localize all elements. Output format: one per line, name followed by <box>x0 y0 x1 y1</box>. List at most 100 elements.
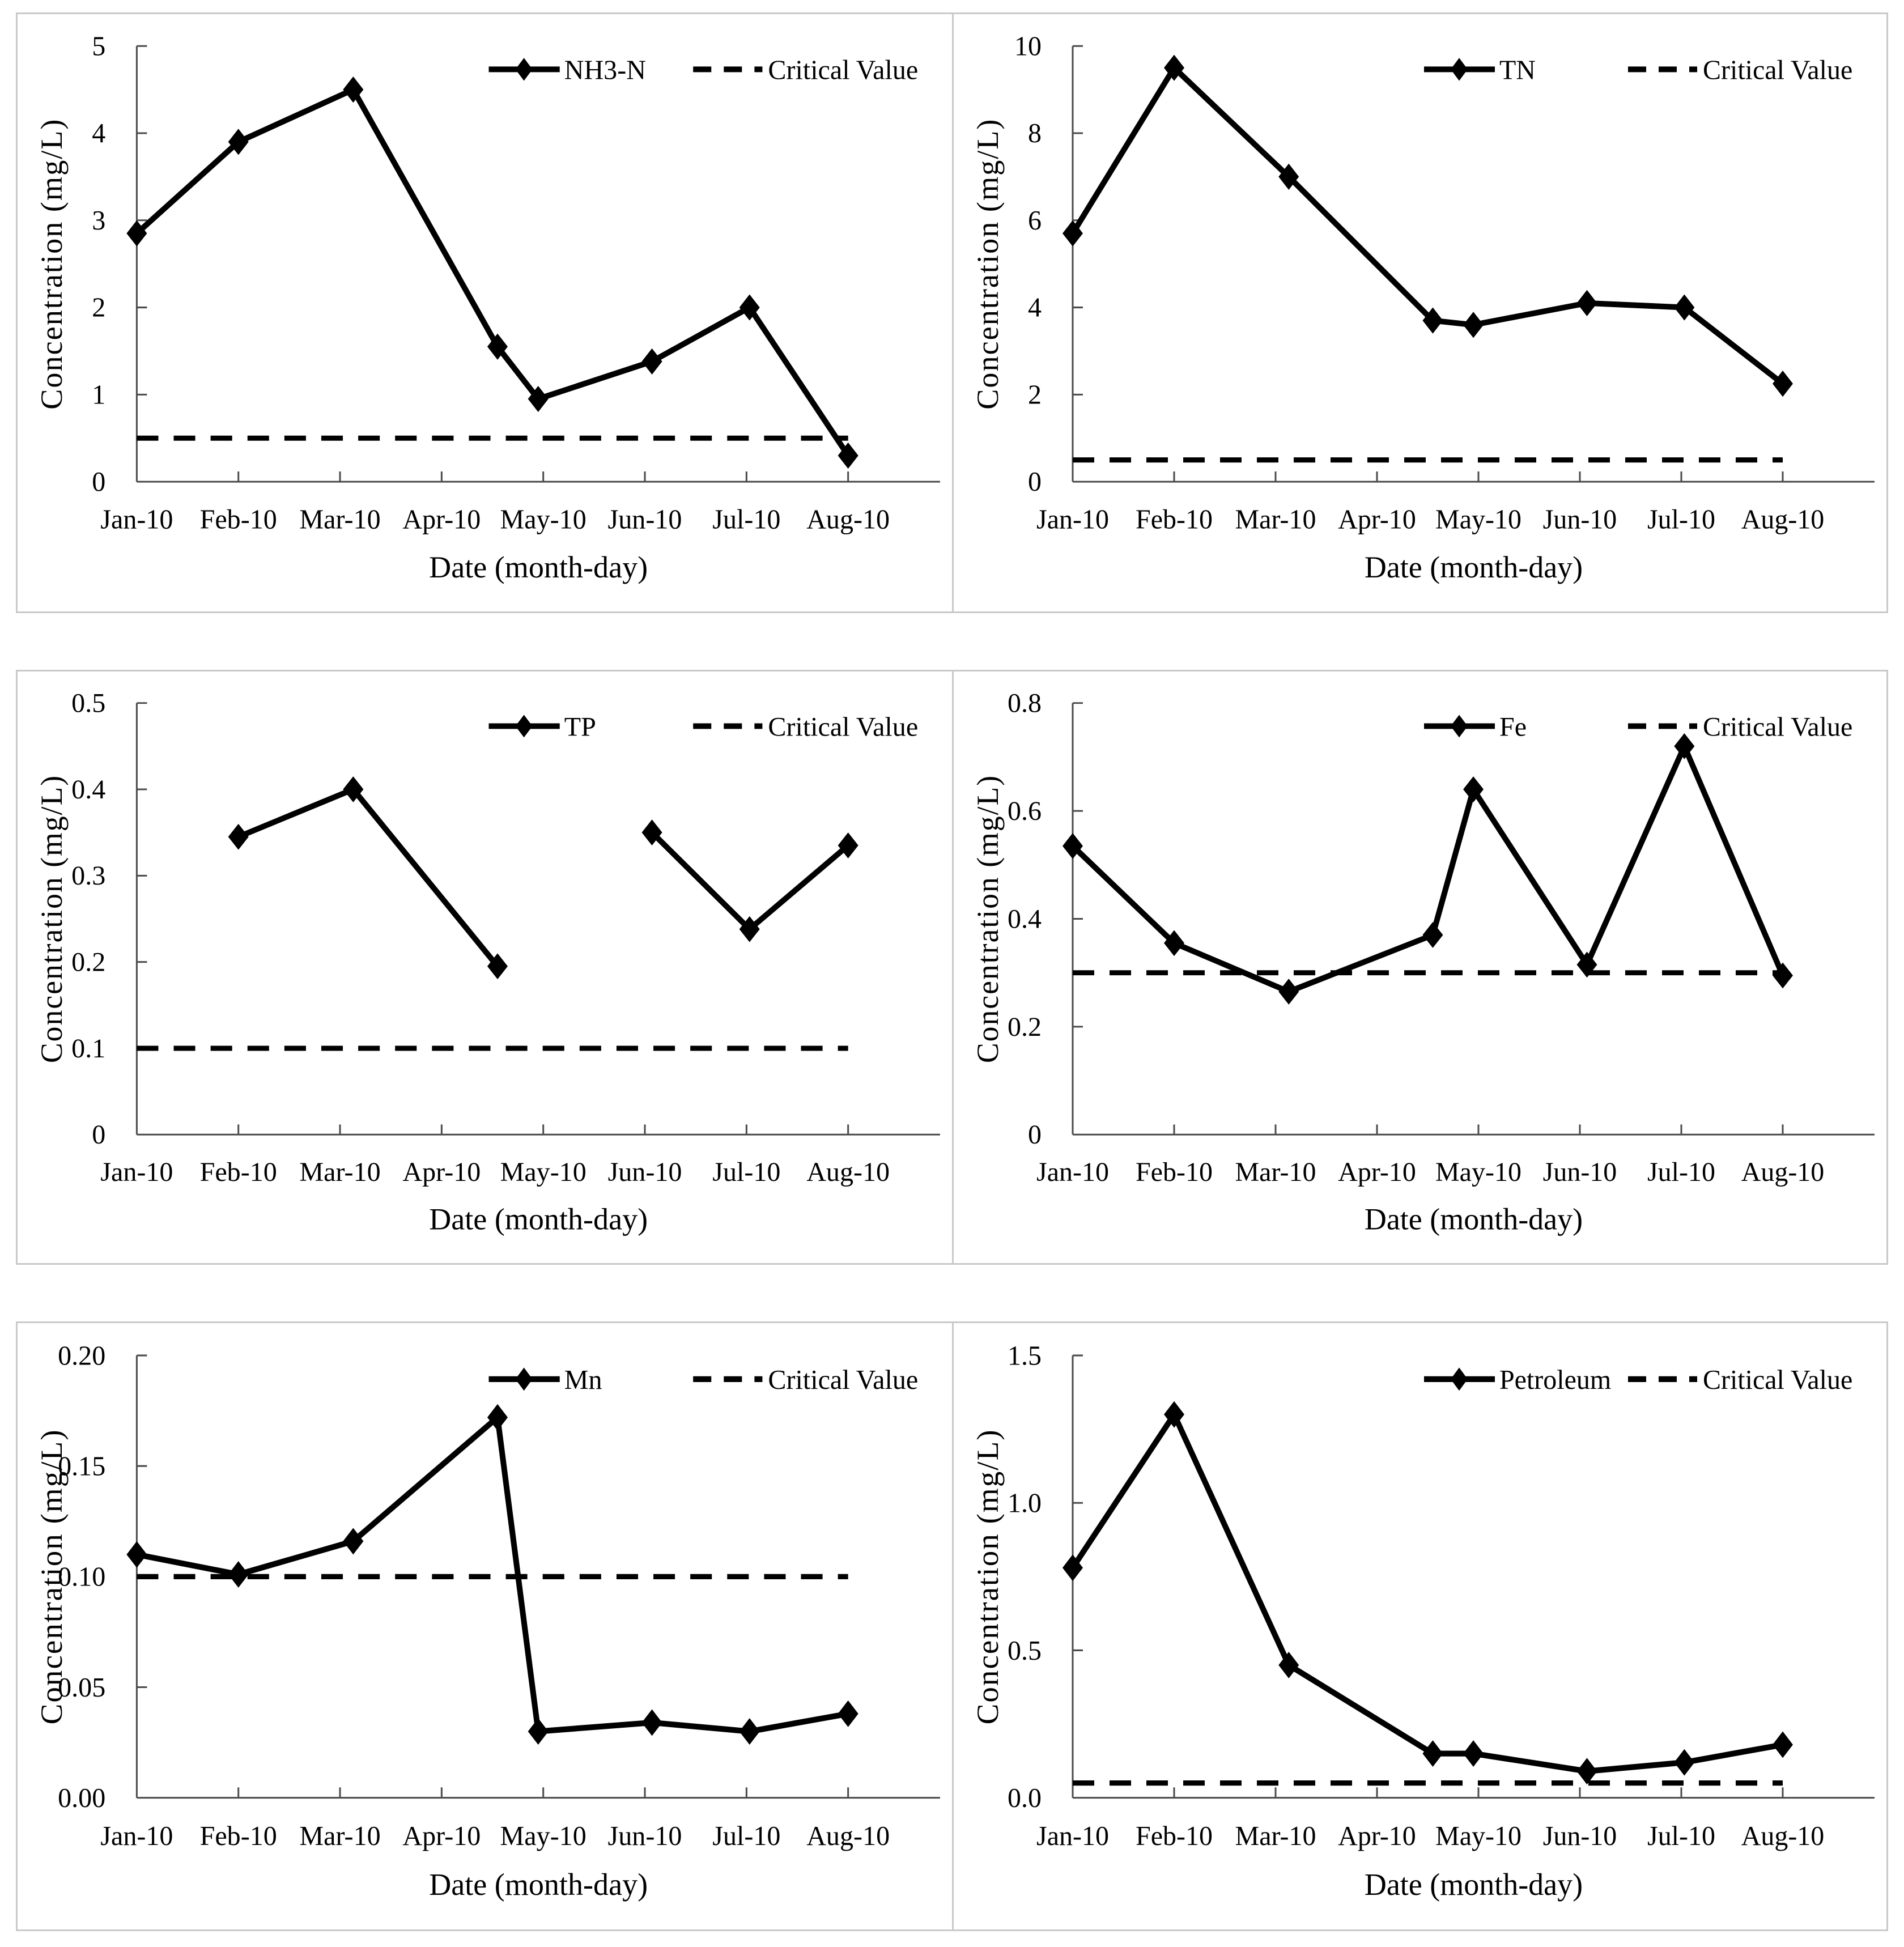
data-point-marker <box>1674 733 1695 759</box>
data-point-marker <box>1422 1740 1443 1767</box>
y-tick-label: 5 <box>92 31 105 61</box>
x-tick-label: Apr-10 <box>1338 1157 1416 1187</box>
data-point-marker <box>126 220 147 246</box>
y-tick-label: 0 <box>92 1120 105 1150</box>
x-axis-title: Date (month-day) <box>1365 1867 1583 1902</box>
x-tick-label: Apr-10 <box>402 1821 481 1851</box>
legend-series-label: TP <box>564 712 596 742</box>
data-point-marker <box>343 776 364 802</box>
data-point-marker <box>528 385 549 413</box>
x-tick-label: Jun-10 <box>608 1157 682 1187</box>
x-tick-label: Aug-10 <box>806 1821 890 1851</box>
y-tick-label: 0 <box>1028 1120 1042 1150</box>
x-tick-label: Apr-10 <box>402 504 481 534</box>
data-point-marker <box>487 953 508 980</box>
data-point-marker <box>641 1709 662 1736</box>
y-tick-label: 0 <box>1028 467 1042 497</box>
x-tick-label: Feb-10 <box>200 1821 277 1851</box>
chart-tp: 0 0.1 0.2 0.3 0.4 0.5 Jan-10 Feb-10 Mar-10 Apr-10… <box>35 688 940 1236</box>
y-tick-label: 0.05 <box>58 1672 105 1702</box>
data-point-marker <box>1674 294 1695 321</box>
data-point-marker <box>641 819 662 846</box>
data-point-marker <box>126 1541 147 1568</box>
y-axis-title: Concentration (mg/L) <box>971 775 1005 1063</box>
chart-panel-fe: 0 0.2 0.4 0.6 0.8 Jan-10 Feb-10 Mar-10 Apr-10 May… <box>952 670 1888 1265</box>
chart-nh3n: 0 1 2 3 4 5 Jan-10 Feb-10 Mar-10 Apr-10 May-10 Jun-… <box>35 31 940 584</box>
data-point-marker <box>1164 930 1184 957</box>
x-tick-label: Jan-10 <box>100 1821 173 1851</box>
legend-series-marker <box>515 715 533 738</box>
legend-series-label: TN <box>1499 55 1536 85</box>
legend-critical-label: Critical Value <box>768 1365 918 1395</box>
chart-mn: 0.00 0.05 0.10 0.15 0.20 Jan-10 Feb-10 Mar-10 Ap… <box>35 1341 940 1902</box>
data-point-marker <box>228 823 249 850</box>
chart-petroleum: 0.0 0.5 1.0 1.5 Jan-10 Feb-10 Mar-10 Apr-10 May-… <box>970 1341 1875 1902</box>
data-point-marker <box>1463 776 1484 802</box>
x-tick-label: Mar-10 <box>299 1157 380 1187</box>
chart-tn: 0 2 4 6 8 10 Jan-10 Feb-10 Mar-10 Apr-10 May-10 Jun… <box>971 31 1875 584</box>
data-point-marker <box>1164 54 1184 81</box>
data-point-marker <box>1278 163 1299 190</box>
data-point-marker <box>1062 220 1083 246</box>
x-tick-label: May-10 <box>500 504 586 534</box>
legend-series-label: NH3-N <box>564 55 646 85</box>
data-point-marker <box>487 1404 508 1431</box>
data-point-marker <box>838 442 858 469</box>
x-tick-label: May-10 <box>1435 1821 1522 1851</box>
x-tick-label: Aug-10 <box>1741 504 1825 534</box>
y-tick-label: 0.8 <box>1008 688 1042 719</box>
x-tick-label: Jun-10 <box>1543 504 1617 534</box>
chart-panel-mn: 0.00 0.05 0.10 0.15 0.20 Jan-10 Feb-10 Mar-10 Ap… <box>16 1321 952 1931</box>
data-point-marker <box>487 333 508 360</box>
legend-critical-label: Critical Value <box>1703 712 1852 742</box>
x-tick-label: Jan-10 <box>1036 1157 1109 1187</box>
x-tick-label: Aug-10 <box>806 504 890 534</box>
y-tick-label: 0.1 <box>71 1034 105 1064</box>
legend-series-label: Fe <box>1499 712 1527 742</box>
chart-fe: 0 0.2 0.4 0.6 0.8 Jan-10 Feb-10 Mar-10 Apr-10 May… <box>971 688 1875 1236</box>
data-point-marker <box>838 1700 858 1727</box>
y-tick-label: 8 <box>1028 118 1042 148</box>
series-line <box>237 785 500 968</box>
legend-series-marker <box>515 58 533 81</box>
x-tick-label: Apr-10 <box>1338 504 1416 534</box>
x-tick-label: Apr-10 <box>402 1157 481 1187</box>
data-point-marker <box>1576 951 1597 978</box>
y-axis-title: Concentration (mg/L) <box>35 118 69 410</box>
x-tick-label: Mar-10 <box>299 1821 380 1851</box>
data-point-marker <box>838 832 858 858</box>
x-tick-label: Feb-10 <box>200 504 277 534</box>
y-tick-label: 0.20 <box>58 1341 105 1371</box>
y-tick-label: 1 <box>92 380 105 410</box>
series-line <box>1070 1408 1783 1774</box>
y-tick-label: 0.4 <box>1008 904 1042 934</box>
x-tick-label: May-10 <box>1435 1157 1522 1187</box>
legend-series-label: Petroleum <box>1499 1365 1611 1395</box>
data-point-marker <box>343 76 364 103</box>
data-point-marker <box>1463 1740 1484 1767</box>
x-tick-label: Jul-10 <box>712 504 780 534</box>
y-tick-label: 4 <box>1028 293 1042 323</box>
x-tick-label: Jun-10 <box>608 1821 682 1851</box>
x-tick-label: Apr-10 <box>1338 1821 1416 1851</box>
x-tick-label: Mar-10 <box>1235 504 1316 534</box>
legend-series-marker <box>1451 58 1468 81</box>
legend-critical-label: Critical Value <box>1703 55 1852 85</box>
x-tick-label: Mar-10 <box>1235 1821 1316 1851</box>
y-tick-label: 4 <box>92 118 105 148</box>
y-tick-label: 0.3 <box>71 861 105 891</box>
data-point-marker <box>1422 307 1443 334</box>
data-point-marker <box>1062 833 1083 859</box>
y-tick-label: 2 <box>92 293 105 323</box>
data-point-marker <box>1773 962 1793 989</box>
y-tick-label: 0.00 <box>58 1783 105 1813</box>
data-point-marker <box>739 916 760 942</box>
figure-grid: 0 1 2 3 4 5 Jan-10 Feb-10 Mar-10 Apr-10 May-10 Jun-… <box>16 12 1888 1931</box>
data-point-marker <box>528 1718 549 1745</box>
x-tick-label: May-10 <box>1435 504 1522 534</box>
x-tick-label: Jun-10 <box>1543 1157 1617 1187</box>
y-axis-title: Concentration (mg/L) <box>971 118 1005 410</box>
x-tick-label: Jun-10 <box>1543 1821 1617 1851</box>
x-tick-label: Aug-10 <box>1741 1157 1825 1187</box>
x-axis-title: Date (month-day) <box>1365 1202 1583 1236</box>
